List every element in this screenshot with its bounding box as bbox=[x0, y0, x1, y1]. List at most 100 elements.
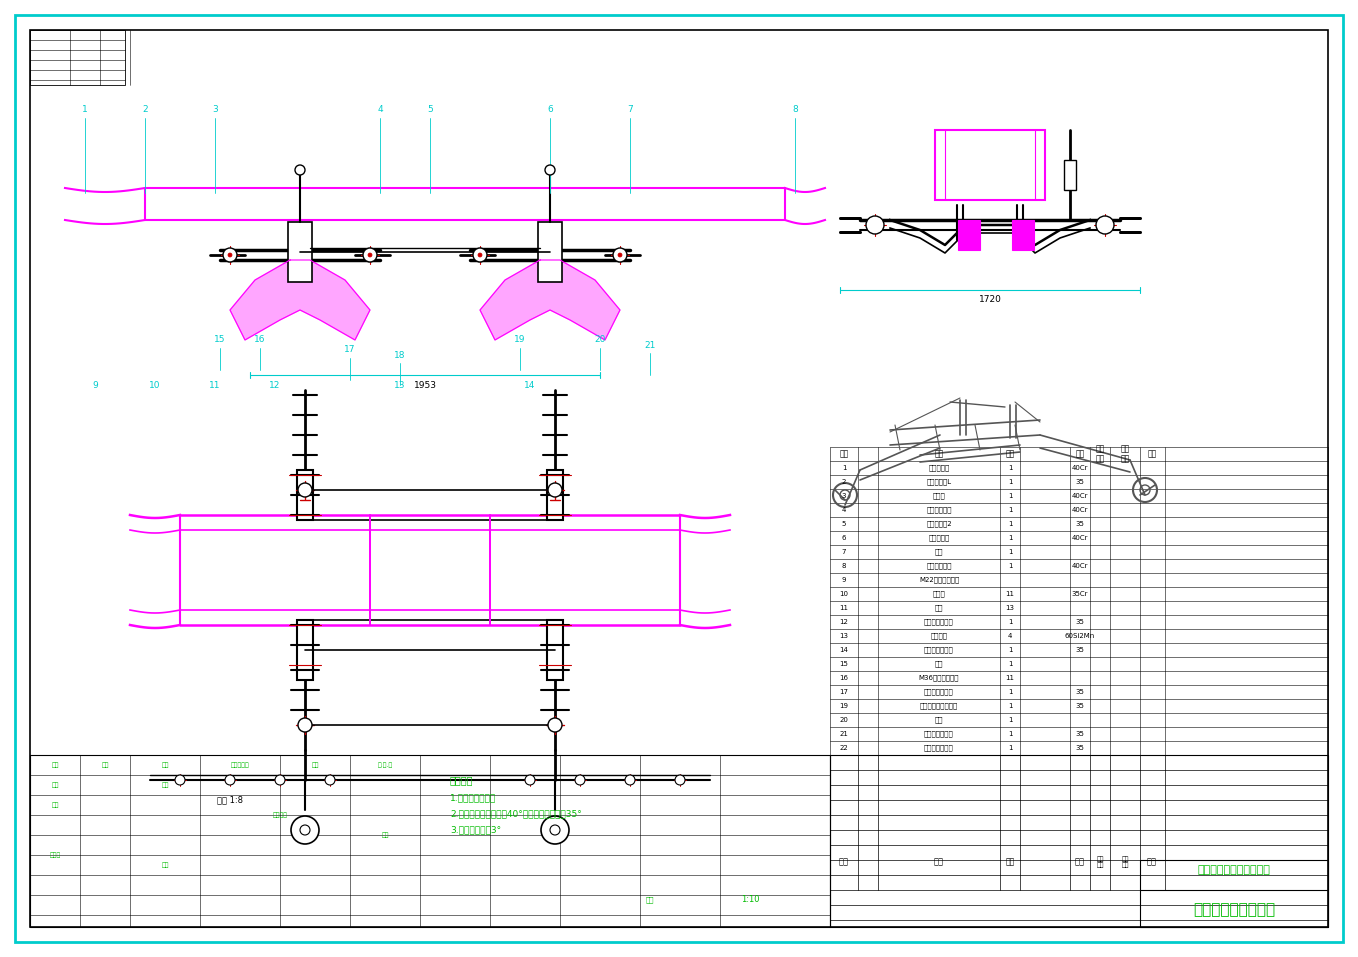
Text: 1: 1 bbox=[1008, 745, 1012, 751]
Text: 10: 10 bbox=[149, 381, 160, 389]
Text: 20: 20 bbox=[595, 336, 606, 345]
Text: 40Cr: 40Cr bbox=[1071, 465, 1088, 471]
Text: 1: 1 bbox=[1008, 647, 1012, 653]
Bar bbox=[538, 222, 562, 282]
Text: 1: 1 bbox=[1008, 717, 1012, 723]
Text: 备注: 备注 bbox=[1148, 857, 1157, 866]
Text: 9: 9 bbox=[92, 381, 98, 389]
Text: 车架: 车架 bbox=[934, 548, 944, 555]
Bar bbox=[1065, 160, 1076, 190]
Circle shape bbox=[228, 253, 232, 257]
Text: 2: 2 bbox=[842, 479, 846, 485]
Text: 3: 3 bbox=[842, 493, 846, 499]
Text: 35: 35 bbox=[1076, 689, 1085, 695]
Circle shape bbox=[225, 775, 235, 785]
Text: 14: 14 bbox=[524, 381, 535, 389]
Text: 21: 21 bbox=[644, 341, 656, 349]
Text: 二桥转向横拉杆: 二桥转向横拉杆 bbox=[925, 745, 953, 751]
Text: 中间臂: 中间臂 bbox=[933, 493, 945, 500]
Text: 一桥: 一桥 bbox=[934, 660, 944, 667]
Text: 20: 20 bbox=[839, 717, 849, 723]
Bar bbox=[1012, 220, 1033, 245]
Circle shape bbox=[1096, 216, 1114, 234]
Polygon shape bbox=[230, 260, 369, 340]
Text: 图样 1:8: 图样 1:8 bbox=[217, 795, 243, 805]
Text: 1: 1 bbox=[1008, 661, 1012, 667]
Circle shape bbox=[545, 165, 555, 175]
Text: 备注: 备注 bbox=[1148, 450, 1157, 458]
Circle shape bbox=[363, 248, 378, 262]
Text: 35: 35 bbox=[1076, 731, 1085, 737]
Polygon shape bbox=[479, 260, 621, 340]
Text: 4: 4 bbox=[1008, 633, 1012, 639]
Circle shape bbox=[540, 816, 569, 844]
Circle shape bbox=[612, 248, 627, 262]
Circle shape bbox=[175, 775, 185, 785]
Text: 9: 9 bbox=[842, 577, 846, 583]
Bar bbox=[547, 470, 564, 520]
Text: 二桥转向直拉杆: 二桥转向直拉杆 bbox=[925, 647, 953, 654]
Text: 22: 22 bbox=[839, 745, 849, 751]
Bar bbox=[297, 470, 312, 520]
Text: 35Cr: 35Cr bbox=[1071, 591, 1088, 597]
Text: 19: 19 bbox=[515, 336, 526, 345]
Text: 1: 1 bbox=[1008, 535, 1012, 541]
Text: 中间直拉杆2: 中间直拉杆2 bbox=[926, 521, 952, 527]
Text: 1: 1 bbox=[1008, 549, 1012, 555]
Text: 年.月.日: 年.月.日 bbox=[378, 762, 392, 768]
Text: 13: 13 bbox=[394, 381, 406, 389]
Text: 1: 1 bbox=[1008, 521, 1012, 527]
Text: 球头销: 球头销 bbox=[933, 590, 945, 597]
Circle shape bbox=[526, 775, 535, 785]
Circle shape bbox=[549, 718, 562, 732]
Text: 哈尔滨工业大学（威海）: 哈尔滨工业大学（威海） bbox=[1198, 865, 1271, 875]
Text: 1: 1 bbox=[1008, 689, 1012, 695]
Text: 4: 4 bbox=[378, 105, 383, 115]
Text: 60Si2Mn: 60Si2Mn bbox=[1065, 633, 1095, 639]
Text: 描图: 描图 bbox=[52, 802, 58, 808]
Text: 材料: 材料 bbox=[1076, 857, 1085, 866]
Text: 双前桥转向总体结构: 双前桥转向总体结构 bbox=[1192, 902, 1275, 918]
Text: 16: 16 bbox=[839, 675, 849, 681]
Circle shape bbox=[325, 775, 335, 785]
Text: 一桥转向直拉杆: 一桥转向直拉杆 bbox=[925, 618, 953, 625]
Text: 二桥转向臂: 二桥转向臂 bbox=[929, 535, 949, 542]
Text: 11: 11 bbox=[209, 381, 221, 389]
Text: 1: 1 bbox=[1008, 507, 1012, 513]
Text: 1: 1 bbox=[1008, 619, 1012, 625]
Text: 审核: 审核 bbox=[162, 862, 168, 868]
Text: 代号: 代号 bbox=[839, 857, 849, 866]
Text: 17: 17 bbox=[839, 689, 849, 695]
Bar bbox=[547, 620, 564, 680]
Text: 1720: 1720 bbox=[979, 296, 1001, 304]
Text: 1: 1 bbox=[842, 465, 846, 471]
Text: 一桥转向梯形横拉杆: 一桥转向梯形横拉杆 bbox=[919, 702, 959, 709]
Text: 1: 1 bbox=[1008, 563, 1012, 569]
Text: 工艺审查: 工艺审查 bbox=[273, 812, 288, 818]
Circle shape bbox=[473, 248, 488, 262]
Text: 35: 35 bbox=[1076, 647, 1085, 653]
Text: 19: 19 bbox=[839, 703, 849, 709]
Text: 40Cr: 40Cr bbox=[1071, 507, 1088, 513]
Text: 批准: 批准 bbox=[382, 833, 388, 837]
Text: 12: 12 bbox=[839, 619, 849, 625]
Text: 处数: 处数 bbox=[102, 762, 109, 768]
Circle shape bbox=[550, 825, 559, 835]
Text: 1953: 1953 bbox=[413, 381, 436, 389]
Circle shape bbox=[618, 253, 622, 257]
Text: 35: 35 bbox=[1076, 703, 1085, 709]
Circle shape bbox=[297, 718, 312, 732]
Text: 3.主销内倾角为3°: 3.主销内倾角为3° bbox=[449, 826, 501, 835]
Circle shape bbox=[478, 253, 482, 257]
Text: 数量: 数量 bbox=[1005, 857, 1014, 866]
Text: 5: 5 bbox=[842, 521, 846, 527]
Bar bbox=[936, 130, 1046, 200]
Circle shape bbox=[276, 775, 285, 785]
Text: 40Cr: 40Cr bbox=[1071, 563, 1088, 569]
Text: 一桥转向节臂: 一桥转向节臂 bbox=[926, 506, 952, 513]
Circle shape bbox=[300, 825, 310, 835]
Text: 十雄: 十雄 bbox=[934, 605, 944, 612]
Text: 1: 1 bbox=[1008, 479, 1012, 485]
Text: 35: 35 bbox=[1076, 619, 1085, 625]
Text: 一桥转向臂: 一桥转向臂 bbox=[929, 465, 949, 471]
